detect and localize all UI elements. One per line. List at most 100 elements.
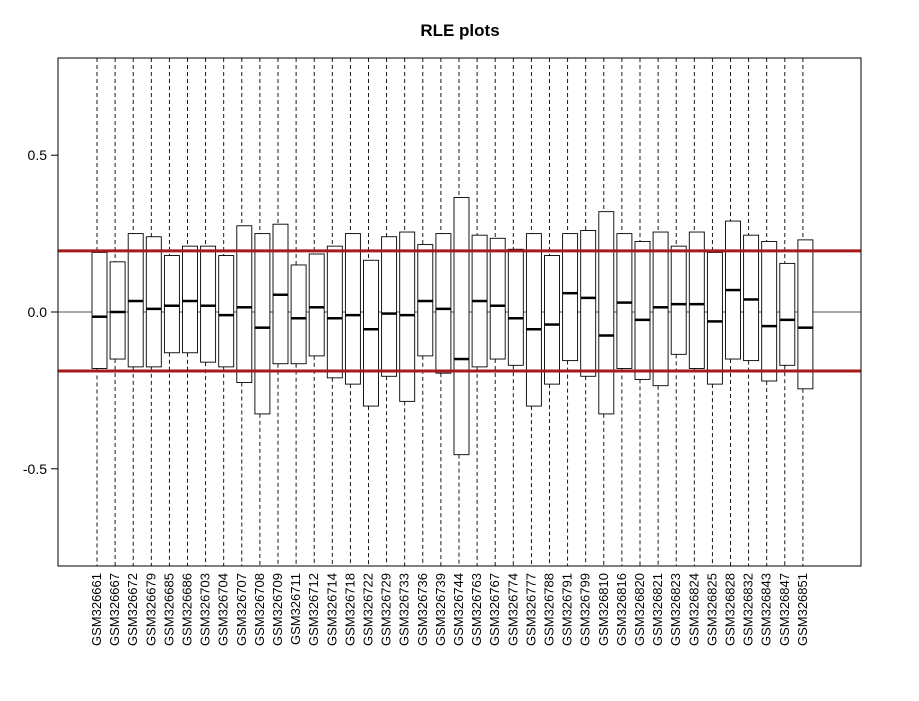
box-GSM326739: [435, 58, 452, 566]
x-category-label: GSM326825: [704, 573, 719, 646]
box-GSM326661: [91, 58, 108, 566]
box-GSM326733: [399, 58, 416, 566]
box-GSM326810: [598, 58, 615, 566]
box-iqr: [544, 255, 560, 385]
box-iqr: [435, 233, 452, 374]
box-iqr: [326, 245, 343, 379]
x-category-label: GSM326828: [723, 573, 738, 646]
box-iqr: [254, 233, 271, 415]
x-category-label: GSM326847: [777, 573, 792, 646]
box-iqr: [399, 231, 416, 402]
box-iqr: [688, 231, 705, 369]
box-GSM326685: [163, 58, 180, 566]
box-iqr: [290, 264, 307, 365]
box-iqr: [308, 253, 325, 357]
box-iqr: [236, 225, 253, 384]
box-iqr: [761, 240, 778, 382]
box-GSM326744: [453, 58, 470, 566]
x-category-label: GSM326714: [324, 573, 339, 646]
box-iqr: [706, 251, 723, 385]
x-category-label: GSM326672: [125, 573, 140, 646]
x-category-label: GSM326763: [469, 573, 484, 646]
box-iqr: [363, 259, 379, 407]
x-category-label: GSM326777: [523, 573, 538, 646]
box-iqr: [779, 262, 796, 366]
box-GSM326708: [254, 58, 271, 566]
x-category-label: GSM326824: [686, 573, 701, 646]
box-iqr: [743, 234, 760, 362]
box-iqr: [507, 248, 524, 366]
box-iqr: [616, 233, 633, 369]
box-iqr: [109, 261, 126, 360]
x-category-label: GSM326712: [306, 573, 321, 646]
box-GSM326821: [652, 58, 669, 566]
box-GSM326825: [706, 58, 723, 566]
y-tick-label: -0.5: [23, 461, 47, 477]
box-iqr: [344, 233, 361, 385]
box-GSM326718: [344, 58, 361, 566]
box-GSM326672: [127, 58, 144, 566]
x-category-label: GSM326767: [487, 573, 502, 646]
box-GSM326847: [779, 58, 796, 566]
box-iqr: [91, 251, 108, 369]
x-category-label: GSM326739: [433, 573, 448, 646]
box-iqr: [453, 197, 470, 456]
x-category-label: GSM326799: [578, 573, 593, 646]
box-iqr: [562, 233, 579, 362]
box-iqr: [145, 236, 162, 368]
box-iqr: [580, 230, 597, 377]
box-GSM326823: [670, 58, 687, 566]
box-GSM326703: [200, 58, 217, 566]
box-iqr: [200, 245, 217, 363]
x-category-label: GSM326816: [614, 573, 629, 646]
box-GSM326714: [326, 58, 343, 566]
box-GSM326767: [489, 58, 506, 566]
x-category-label: GSM326832: [741, 573, 756, 646]
x-category-label: GSM326711: [288, 573, 303, 645]
x-category-label: GSM326851: [795, 573, 810, 646]
x-category-label: GSM326661: [89, 573, 104, 646]
x-category-label: GSM326667: [107, 573, 122, 646]
box-GSM326763: [471, 58, 488, 566]
box-GSM326722: [363, 58, 379, 566]
x-category-label: GSM326788: [542, 573, 557, 646]
chart-title: RLE plots: [420, 21, 499, 40]
box-iqr: [634, 240, 651, 380]
box-iqr: [598, 211, 615, 415]
box-GSM326820: [634, 58, 651, 566]
x-category-label: GSM326810: [596, 573, 611, 646]
x-category-label: GSM326821: [650, 573, 665, 646]
box-GSM326824: [688, 58, 705, 566]
box-iqr: [652, 231, 669, 387]
box-GSM326791: [562, 58, 579, 566]
x-category-label: GSM326686: [180, 573, 195, 646]
box-GSM326736: [417, 58, 434, 566]
box-GSM326774: [507, 58, 524, 566]
box-GSM326667: [109, 58, 126, 566]
box-GSM326828: [725, 58, 741, 566]
x-category-label: GSM326791: [560, 573, 575, 646]
box-iqr: [182, 245, 198, 354]
x-category-label: GSM326843: [759, 573, 774, 646]
box-GSM326816: [616, 58, 633, 566]
box-iqr: [525, 233, 542, 407]
x-category-label: GSM326708: [252, 573, 267, 646]
box-GSM326729: [381, 58, 398, 566]
x-category-label: GSM326736: [415, 573, 430, 646]
y-tick-label: 0.5: [28, 147, 48, 163]
box-GSM326832: [743, 58, 760, 566]
box-GSM326851: [797, 58, 814, 566]
x-category-label: GSM326744: [451, 573, 466, 646]
box-GSM326711: [290, 58, 307, 566]
box-GSM326712: [308, 58, 325, 566]
box-GSM326704: [218, 58, 235, 566]
box-GSM326679: [145, 58, 162, 566]
plot-inner: [58, 58, 861, 566]
box-iqr: [489, 237, 506, 360]
x-category-label: GSM326718: [342, 573, 357, 646]
x-category-label: GSM326709: [270, 573, 285, 646]
box-GSM326707: [236, 58, 253, 566]
box-GSM326799: [580, 58, 597, 566]
box-iqr: [670, 245, 687, 355]
